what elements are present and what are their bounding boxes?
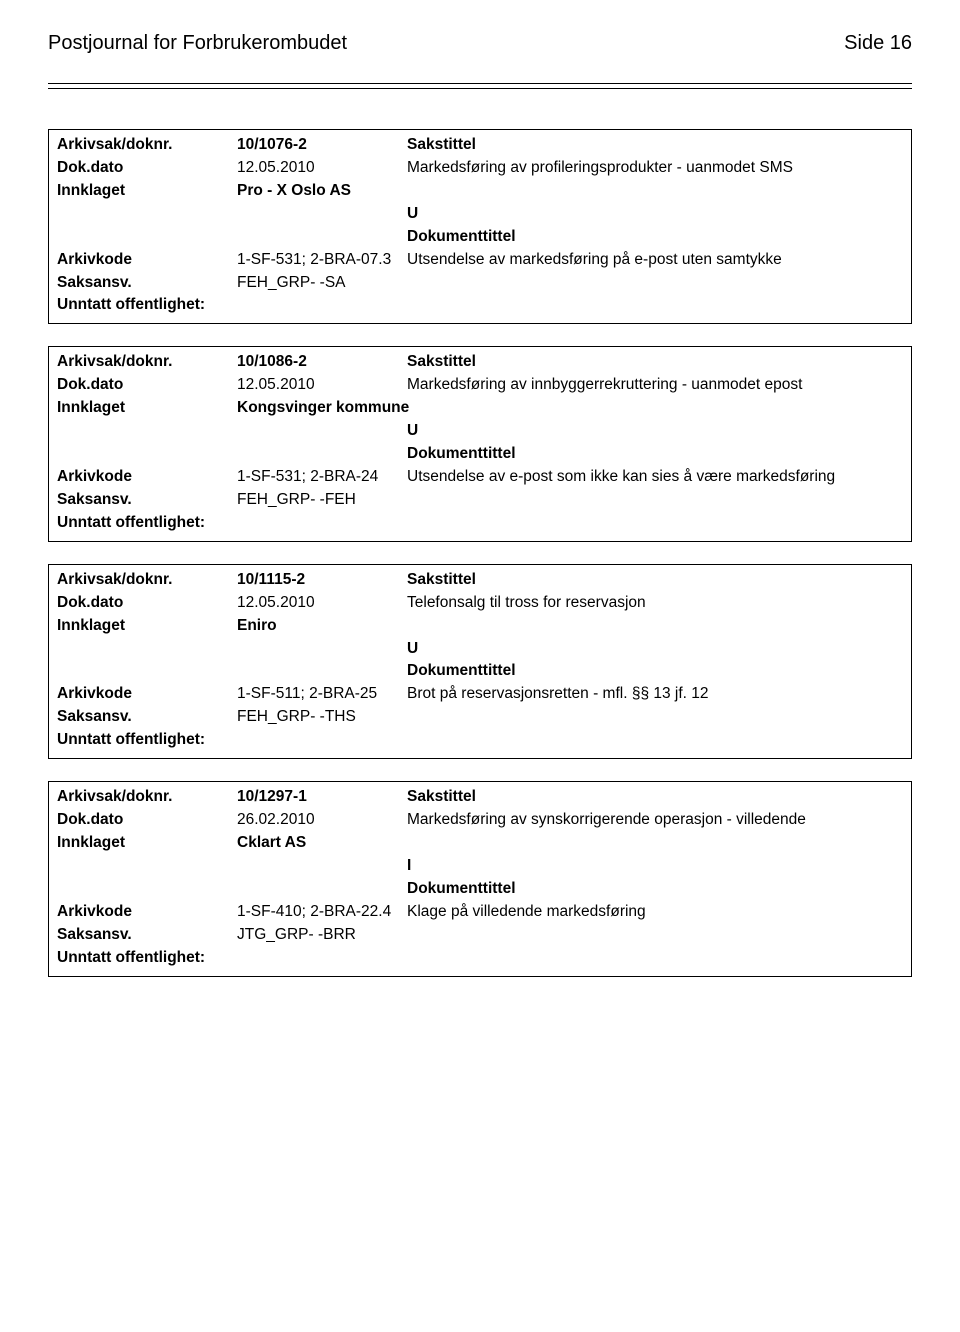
sakstittel-value: Markedsføring av synskorrigerende operas… [405, 809, 905, 832]
dokdato-value: 12.05.2010 [235, 592, 405, 615]
spacer [55, 855, 235, 878]
innklaget-value: Pro - X Oslo AS [235, 180, 905, 203]
spacer [235, 443, 405, 466]
saksansv-label: Saksansv. [55, 706, 235, 729]
sakstittel-label: Sakstittel [405, 134, 905, 157]
spacer [55, 638, 235, 661]
unntatt-label: Unntatt offentlighet: [55, 947, 905, 970]
dokdato-value: 12.05.2010 [235, 157, 405, 180]
innklaget-value: Eniro [235, 615, 905, 638]
dokdato-label: Dok.dato [55, 374, 235, 397]
sakstittel-value: Telefonsalg til tross for reservasjon [405, 592, 905, 615]
dokumenttittel-value: Utsendelse av e-post som ikke kan sies å… [405, 466, 905, 489]
journal-record: Arkivsak/doknr. 10/1086-2 Sakstittel Dok… [48, 346, 912, 541]
dokdato-value: 26.02.2010 [235, 809, 405, 832]
sakstittel-label: Sakstittel [405, 786, 905, 809]
saksansv-value: FEH_GRP- -THS [235, 706, 905, 729]
spacer [55, 660, 235, 683]
spacer [235, 420, 405, 443]
unntatt-label: Unntatt offentlighet: [55, 729, 905, 752]
spacer [235, 226, 405, 249]
innklaget-label: Innklaget [55, 832, 235, 855]
sakstittel-label: Sakstittel [405, 351, 905, 374]
arkivkode-label: Arkivkode [55, 901, 235, 924]
journal-title: Postjournal for Forbrukerombudet [48, 32, 347, 55]
saksansv-label: Saksansv. [55, 924, 235, 947]
dokumenttittel-label: Dokumenttittel [405, 443, 905, 466]
arkivkode-value: 1-SF-531; 2-BRA-24 [235, 466, 405, 489]
spacer [55, 420, 235, 443]
innklaget-label: Innklaget [55, 397, 235, 420]
saksansv-value: JTG_GRP- -BRR [235, 924, 905, 947]
arkivsak-value: 10/1297-1 [235, 786, 405, 809]
dokdato-value: 12.05.2010 [235, 374, 405, 397]
arkivsak-value: 10/1076-2 [235, 134, 405, 157]
dokumenttittel-label: Dokumenttittel [405, 878, 905, 901]
dokumenttittel-value: Klage på villedende markedsføring [405, 901, 905, 924]
saksansv-label: Saksansv. [55, 489, 235, 512]
saksansv-label: Saksansv. [55, 272, 235, 295]
dokdato-label: Dok.dato [55, 809, 235, 832]
sakstittel-value: Markedsføring av innbyggerrekruttering -… [405, 374, 905, 397]
dokumenttittel-label: Dokumenttittel [405, 660, 905, 683]
arkivkode-value: 1-SF-511; 2-BRA-25 [235, 683, 405, 706]
saksansv-value: FEH_GRP- -SA [235, 272, 905, 295]
arkivkode-value: 1-SF-410; 2-BRA-22.4 [235, 901, 405, 924]
direction-code: U [405, 638, 905, 661]
arkivsak-value: 10/1086-2 [235, 351, 405, 374]
page: Postjournal for Forbrukerombudet Side 16… [0, 0, 960, 1047]
spacer [235, 203, 405, 226]
arkivsak-label: Arkivsak/doknr. [55, 786, 235, 809]
dokdato-label: Dok.dato [55, 592, 235, 615]
dokdato-label: Dok.dato [55, 157, 235, 180]
arkivkode-label: Arkivkode [55, 249, 235, 272]
spacer [235, 855, 405, 878]
spacer [235, 878, 405, 901]
sakstittel-value: Markedsføring av profileringsprodukter -… [405, 157, 905, 180]
direction-code: U [405, 420, 905, 443]
dokumenttittel-label: Dokumenttittel [405, 226, 905, 249]
innklaget-value: Kongsvinger kommune [235, 397, 905, 420]
saksansv-value: FEH_GRP- -FEH [235, 489, 905, 512]
records-container: Arkivsak/doknr. 10/1076-2 Sakstittel Dok… [48, 129, 912, 977]
spacer [235, 638, 405, 661]
journal-record: Arkivsak/doknr. 10/1076-2 Sakstittel Dok… [48, 129, 912, 324]
innklaget-label: Innklaget [55, 180, 235, 203]
spacer [55, 226, 235, 249]
arkivsak-label: Arkivsak/doknr. [55, 569, 235, 592]
spacer [55, 878, 235, 901]
arkivkode-label: Arkivkode [55, 683, 235, 706]
arkivkode-value: 1-SF-531; 2-BRA-07.3 [235, 249, 405, 272]
arkivsak-label: Arkivsak/doknr. [55, 351, 235, 374]
innklaget-label: Innklaget [55, 615, 235, 638]
arkivsak-label: Arkivsak/doknr. [55, 134, 235, 157]
spacer [235, 660, 405, 683]
arkivkode-label: Arkivkode [55, 466, 235, 489]
sakstittel-label: Sakstittel [405, 569, 905, 592]
dokumenttittel-value: Brot på reservasjonsretten - mfl. §§ 13 … [405, 683, 905, 706]
direction-code: I [405, 855, 905, 878]
page-number: Side 16 [844, 32, 912, 55]
page-header: Postjournal for Forbrukerombudet Side 16 [48, 32, 912, 55]
unntatt-label: Unntatt offentlighet: [55, 294, 905, 317]
direction-code: U [405, 203, 905, 226]
innklaget-value: Cklart AS [235, 832, 905, 855]
journal-record: Arkivsak/doknr. 10/1115-2 Sakstittel Dok… [48, 564, 912, 759]
spacer [55, 443, 235, 466]
unntatt-label: Unntatt offentlighet: [55, 512, 905, 535]
spacer [55, 203, 235, 226]
header-divider [48, 83, 912, 89]
dokumenttittel-value: Utsendelse av markedsføring på e-post ut… [405, 249, 905, 272]
journal-record: Arkivsak/doknr. 10/1297-1 Sakstittel Dok… [48, 781, 912, 976]
arkivsak-value: 10/1115-2 [235, 569, 405, 592]
